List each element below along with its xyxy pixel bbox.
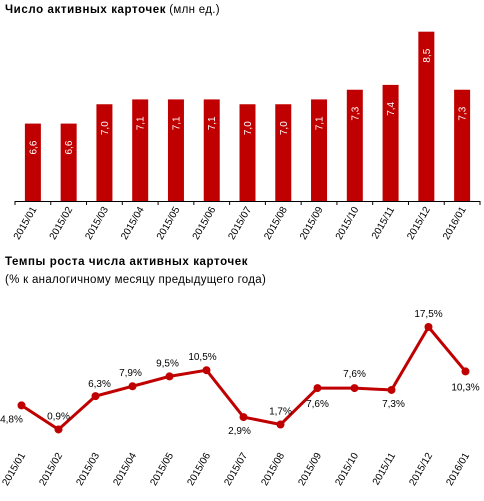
line-value-label: 9,5% xyxy=(156,358,179,369)
bar-value-label: 7,1 xyxy=(315,116,326,130)
line-chart-title: Темпы роста числа активных карточек xyxy=(5,256,249,268)
line-value-label: 0,9% xyxy=(47,411,70,422)
bar-value-label: 7,3 xyxy=(350,106,361,120)
line-value-label: 7,3% xyxy=(382,399,405,410)
bar-value-label: 6,6 xyxy=(64,140,75,154)
bar-value-label: 7,3 xyxy=(458,106,469,120)
bar-value-label: 7,1 xyxy=(171,116,182,130)
line-value-label: 7,9% xyxy=(119,368,142,379)
bar-value-label: 7,1 xyxy=(207,116,218,130)
line-value-label: 4,8% xyxy=(0,414,23,425)
bar xyxy=(311,99,328,201)
line-category-label: 2015/05 xyxy=(148,451,176,488)
bar xyxy=(239,104,256,201)
line-value-label: 17,5% xyxy=(414,309,442,320)
bar-category-label: 2015/02 xyxy=(48,205,76,242)
bar-category-label: 2015/03 xyxy=(83,205,111,242)
line-category-label: 2015/04 xyxy=(111,451,139,488)
line-category-label: 2015/01 xyxy=(0,451,28,488)
line-category-label: 2016/01 xyxy=(444,451,472,488)
bar-value-label: 6,6 xyxy=(28,140,39,154)
line-point xyxy=(350,384,359,393)
line-category-label: 2015/02 xyxy=(37,451,65,488)
bar-chart-title-line: Число активных карточек (млн ед.) xyxy=(5,4,220,16)
bar xyxy=(346,89,363,201)
bar xyxy=(24,123,41,201)
line-point xyxy=(54,425,63,434)
line-category-label: 2015/06 xyxy=(185,451,213,488)
bar-category-label: 2015/06 xyxy=(191,205,219,242)
line-value-label: 1,7% xyxy=(269,407,292,418)
bar-value-label: 7,0 xyxy=(279,121,290,135)
bar-value-label: 7,1 xyxy=(136,116,147,130)
bar-value-label: 7,0 xyxy=(243,121,254,135)
bar xyxy=(418,31,435,202)
line-point xyxy=(387,385,396,394)
bar-category-label: 2015/09 xyxy=(298,205,326,242)
line-value-label: 6,3% xyxy=(88,379,111,390)
bar xyxy=(132,99,149,201)
bar-category-label: 2015/10 xyxy=(334,205,362,242)
bar xyxy=(167,99,184,201)
line-chart-subtitle-line: (% к аналогичному месяцу предыдущего год… xyxy=(5,274,266,286)
line-chart: 4,8% 0,9% 6,3% 7,9% 9,5% 10,5% 2,9% 1,7% 7,6% 7,6… xyxy=(0,309,480,488)
line-value-label: 10,5% xyxy=(188,352,216,363)
line-value-label: 2,9% xyxy=(228,426,251,437)
line-point xyxy=(276,420,285,429)
bar-category-label: 2015/04 xyxy=(119,205,147,242)
line-value-label: 10,3% xyxy=(451,382,479,393)
line-category-label: 2015/11 xyxy=(371,451,398,488)
line-category-label: 2015/07 xyxy=(222,451,250,488)
line-chart-title-line: Темпы роста числа активных карточек xyxy=(5,256,248,268)
bar-value-label: 8,5 xyxy=(422,48,433,62)
line-point xyxy=(239,413,248,422)
bar-category-label: 2015/07 xyxy=(226,205,254,242)
line-point xyxy=(202,366,211,375)
line-category-label: 2015/03 xyxy=(74,451,102,488)
bar-value-label: 7,0 xyxy=(100,121,111,135)
line-category-label: 2015/10 xyxy=(333,451,361,488)
line-point xyxy=(461,367,470,376)
bar xyxy=(382,84,399,201)
line-point xyxy=(128,382,137,391)
line-category-label: 2015/12 xyxy=(407,451,435,488)
line-chart-subtitle: (% к аналогичному месяцу предыдущего год… xyxy=(5,274,267,286)
bar xyxy=(454,89,471,201)
bar-category-label: 2016/01 xyxy=(441,205,469,242)
bar-category-label: 2015/01 xyxy=(12,205,40,242)
line-category-label: 2015/09 xyxy=(296,451,324,488)
bar-chart-title: Число активных карточек xyxy=(5,4,167,16)
bar-value-label: 7,4 xyxy=(386,101,397,115)
line-value-label: 7,6% xyxy=(343,369,366,380)
line-point xyxy=(424,323,433,331)
bar xyxy=(275,104,292,201)
line-point xyxy=(165,372,174,381)
line-category-label: 2015/08 xyxy=(259,451,287,488)
bar-chart: 6,6 6,6 7,0 7,1 7,1 7,1 7,0 7,0 7,1 7,3 7,4 8,5 7,3 2… xyxy=(12,31,481,242)
line-value-label: 7,6% xyxy=(306,399,329,410)
bar xyxy=(60,123,77,201)
bar xyxy=(203,99,220,201)
bar xyxy=(96,104,113,201)
line-point xyxy=(313,384,322,393)
bar-category-label: 2015/11 xyxy=(370,205,397,242)
bar-chart-subtitle: (млн ед.) xyxy=(169,4,220,16)
bar-category-label: 2015/08 xyxy=(262,205,290,242)
line-point xyxy=(17,401,26,410)
line-point xyxy=(91,392,100,401)
bar-category-label: 2015/12 xyxy=(405,205,433,242)
bar-category-label: 2015/05 xyxy=(155,205,183,242)
